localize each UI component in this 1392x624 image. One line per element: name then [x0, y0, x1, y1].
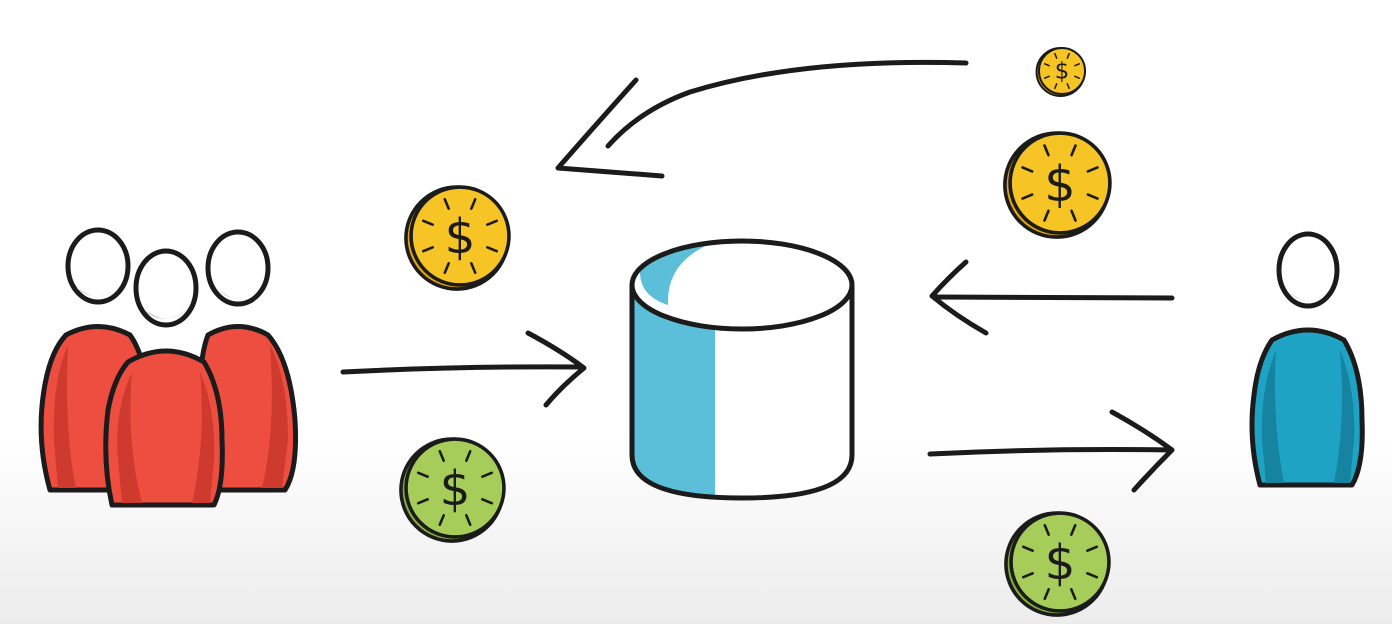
coin-rays — [1021, 523, 1099, 601]
coin-rays — [1021, 144, 1099, 222]
green-coin-outflow: $ — [1004, 511, 1111, 617]
green-coin-contribution: $ — [399, 437, 506, 543]
coin-layer: $ $ $ $ $ — [399, 46, 1112, 617]
person-icon — [1249, 231, 1365, 488]
dollar-symbol: $ — [445, 209, 476, 265]
coin-rays — [421, 197, 499, 275]
dollar-symbol: $ — [440, 461, 471, 517]
people-group-icon — [38, 227, 299, 508]
gold-coin-payout-small: $ — [1035, 46, 1087, 97]
arrow-return-curve — [555, 59, 969, 179]
database-cylinder-icon — [629, 238, 855, 501]
coin-face — [404, 437, 506, 539]
coin-rays — [1043, 52, 1081, 90]
coin-rays — [416, 449, 494, 527]
arrow-group-to-pool — [340, 330, 587, 408]
arrow-pool-to-individual — [927, 409, 1175, 493]
arrow-individual-to-pool — [929, 259, 1175, 336]
gold-coin-return: $ — [404, 185, 511, 291]
dollar-symbol: $ — [1055, 58, 1070, 84]
dollar-symbol: $ — [1045, 535, 1076, 591]
gold-coin-payout-large: $ — [1003, 131, 1112, 239]
coin-face — [1009, 511, 1111, 613]
dollar-symbol: $ — [1044, 155, 1075, 213]
coin-face — [1008, 131, 1112, 235]
group-person-front — [103, 248, 225, 508]
coin-face — [1037, 46, 1087, 96]
coin-face — [409, 185, 511, 287]
